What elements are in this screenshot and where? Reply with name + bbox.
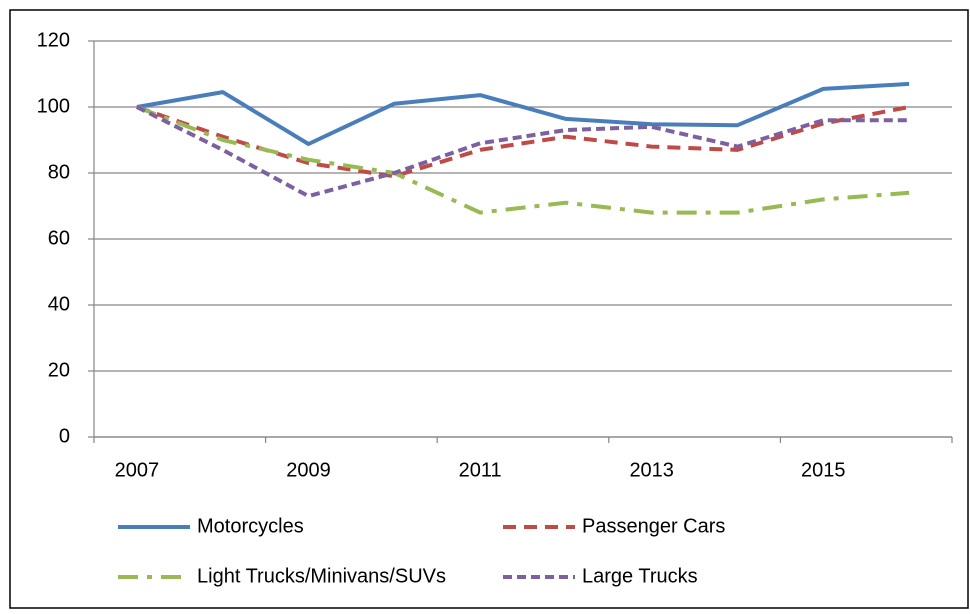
legend-label: Passenger Cars (582, 515, 725, 537)
y-tick-label: 0 (59, 425, 70, 447)
legend-label: Motorcycles (197, 515, 304, 537)
y-tick-label: 40 (48, 293, 70, 315)
x-tick-label: 2013 (629, 459, 674, 481)
x-tick-label: 2009 (286, 459, 331, 481)
x-tick-label: 2015 (801, 459, 846, 481)
series-line (136, 81, 910, 146)
y-tick-label: 100 (37, 95, 70, 117)
y-tick-label: 80 (48, 161, 70, 183)
y-tick-label: 120 (37, 29, 70, 51)
legend-label: Light Trucks/Minivans/SUVs (197, 565, 446, 587)
series-line (136, 105, 910, 199)
y-tick-label: 60 (48, 227, 70, 249)
series-line (136, 105, 910, 215)
x-tick-label: 2007 (115, 459, 160, 481)
y-tick-label: 20 (48, 359, 70, 381)
legend-label: Large Trucks (582, 565, 698, 587)
chart-frame (9, 9, 969, 609)
x-tick-label: 2011 (459, 459, 502, 481)
